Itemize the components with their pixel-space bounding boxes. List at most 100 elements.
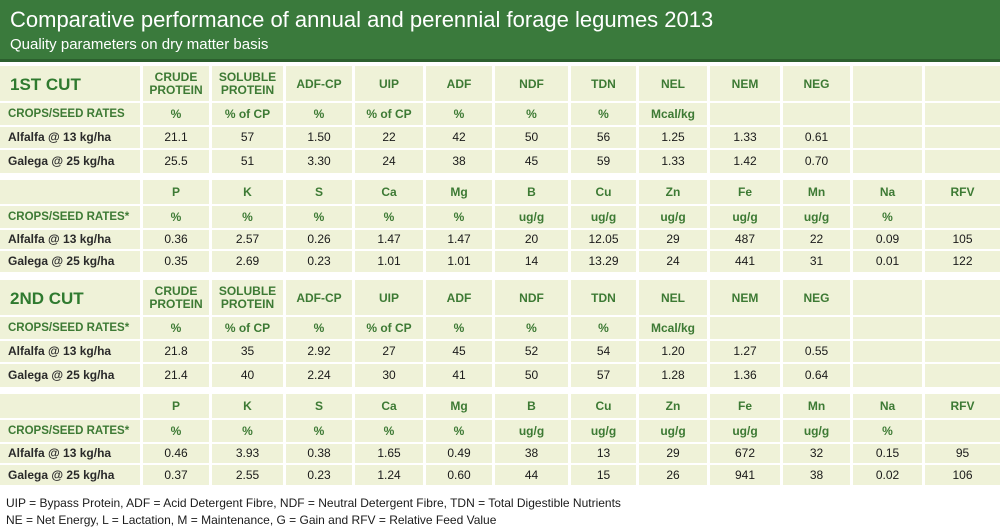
column-divider [780, 280, 783, 485]
table-cell: 2.57 [235, 232, 260, 246]
column-header: Mn [807, 399, 826, 413]
table-cell: 41 [452, 367, 466, 382]
row-divider [0, 148, 1000, 150]
unit-label: ug/g [732, 209, 758, 224]
table-cell: 45 [452, 344, 466, 358]
table-cell: 0.26 [307, 232, 331, 246]
table-cell: 38 [452, 153, 466, 168]
table-cell: 21.4 [164, 367, 188, 382]
table-cell: 14 [524, 253, 539, 268]
table-cell: 0.70 [804, 153, 829, 168]
table-cell: 1.36 [733, 367, 757, 382]
column-header: Fe [737, 185, 752, 199]
minerals-units-row: CROPS/SEED RATES*%%%%% ug/g ug/g ug/g ug/g ug… [0, 205, 1000, 229]
column-divider [922, 280, 925, 485]
table-cell [853, 340, 922, 363]
table-cell: 0.49 [447, 446, 471, 460]
table-cell: 1.01 [377, 253, 401, 268]
table-cell: 26 [666, 467, 680, 482]
table-cell [853, 363, 922, 387]
column-header: Mg [450, 399, 468, 413]
unit-label [925, 205, 1000, 229]
table-cell: 21.1 [164, 130, 188, 144]
unit-label: % [170, 209, 182, 224]
crop-name: Alfalfa @ 13 kg/ha [8, 130, 112, 144]
table-cell: 105 [952, 232, 973, 246]
table-row: Alfalfa @ 13 kg/ha 21.1 57 1.50 22 42 50 56 1.25… [0, 126, 1000, 149]
block-separator [0, 387, 1000, 394]
quality-header-row: 2ND CUT CRUDE PROTEIN SOLUBLE PROTEIN ADF-C… [0, 280, 1000, 316]
unit-label [853, 102, 922, 126]
page-subtitle: Quality parameters on dry matter basis [10, 36, 269, 53]
crops-seed-rates-label: CROPS/SEED RATES [8, 107, 125, 120]
unit-label: Mcal/kg [650, 106, 695, 121]
column-divider [636, 66, 639, 272]
column-header: K [243, 399, 252, 413]
unit-label [710, 316, 780, 340]
cut-label: 1ST CUT [10, 74, 81, 94]
unit-label: % [453, 209, 465, 224]
crops-seed-rates-label: CROPS/SEED RATES* [8, 424, 130, 437]
table-cell: 24 [382, 153, 396, 168]
table-cell: 56 [596, 130, 611, 144]
column-header: TDN [591, 290, 616, 305]
minerals-units-row: CROPS/SEED RATES*%%%%% ug/g ug/g ug/g ug/g ug… [0, 419, 1000, 443]
row-divider [0, 463, 1000, 465]
column-divider [423, 66, 426, 272]
table-cell: 1.01 [447, 253, 471, 268]
table-cell: 2.69 [235, 253, 260, 268]
table-cell: 1.27 [733, 344, 757, 358]
table-cell: 29 [666, 446, 680, 460]
column-header: Fe [737, 399, 752, 413]
row-divider [0, 442, 1000, 444]
column-divider [568, 66, 571, 272]
footnote-2: NE = Net Energy, L = Lactation, M = Main… [6, 513, 497, 527]
table-cell: 22 [809, 232, 824, 246]
unit-label [853, 316, 922, 340]
table-cell: 941 [734, 467, 756, 482]
first-cut-panel: 1ST CUT CRUDE PROTEIN SOLUBLE PROTEIN ADF-C… [0, 66, 1000, 272]
table-cell: 30 [382, 367, 396, 382]
table-cell: 31 [809, 253, 824, 268]
table-cell: 57 [240, 130, 255, 144]
table-cell: 0.02 [875, 467, 900, 482]
column-header: UIP [378, 76, 399, 91]
column-header: CRUDE PROTEIN [149, 284, 203, 311]
crop-name: Galega @ 25 kg/ha [8, 367, 115, 382]
table-cell [925, 363, 1000, 387]
unit-label: % [882, 423, 893, 438]
column-divider [707, 280, 710, 485]
column-header [925, 280, 1000, 316]
table-cell [853, 126, 922, 149]
column-header: RFV [950, 399, 975, 413]
table-cell [925, 126, 1000, 149]
unit-label: ug/g [518, 209, 545, 224]
column-divider [209, 280, 212, 485]
column-divider [568, 280, 571, 485]
column-header: Zn [665, 185, 681, 199]
column-header [853, 280, 922, 316]
unit-label [925, 419, 1000, 443]
table-cell: 0.35 [164, 253, 188, 268]
column-divider [636, 280, 639, 485]
table-cell: 122 [952, 253, 973, 268]
column-header: NEG [803, 290, 830, 305]
table-cell: 3.30 [307, 153, 331, 168]
unit-label: % [313, 320, 325, 335]
column-header: Mn [807, 185, 826, 199]
column-header: B [527, 399, 536, 413]
table-cell: 27 [382, 344, 396, 358]
unit-label: % [313, 423, 325, 438]
column-header: Cu [595, 399, 612, 413]
unit-label: % of CP [366, 320, 412, 335]
table-cell: 25.5 [164, 153, 188, 168]
column-header: NDF [519, 76, 544, 91]
column-header: NEM [731, 290, 759, 305]
table-cell: 0.60 [447, 467, 471, 482]
table-cell: 2.55 [235, 467, 260, 482]
table-row: Alfalfa @ 13 kg/ha 0.46 3.93 0.38 1.65 0.49 38… [0, 443, 1000, 464]
column-header: S [314, 185, 323, 199]
unit-label: ug/g [590, 423, 617, 438]
header-spacer [0, 394, 140, 419]
column-header: SOLUBLE PROTEIN [218, 284, 277, 311]
